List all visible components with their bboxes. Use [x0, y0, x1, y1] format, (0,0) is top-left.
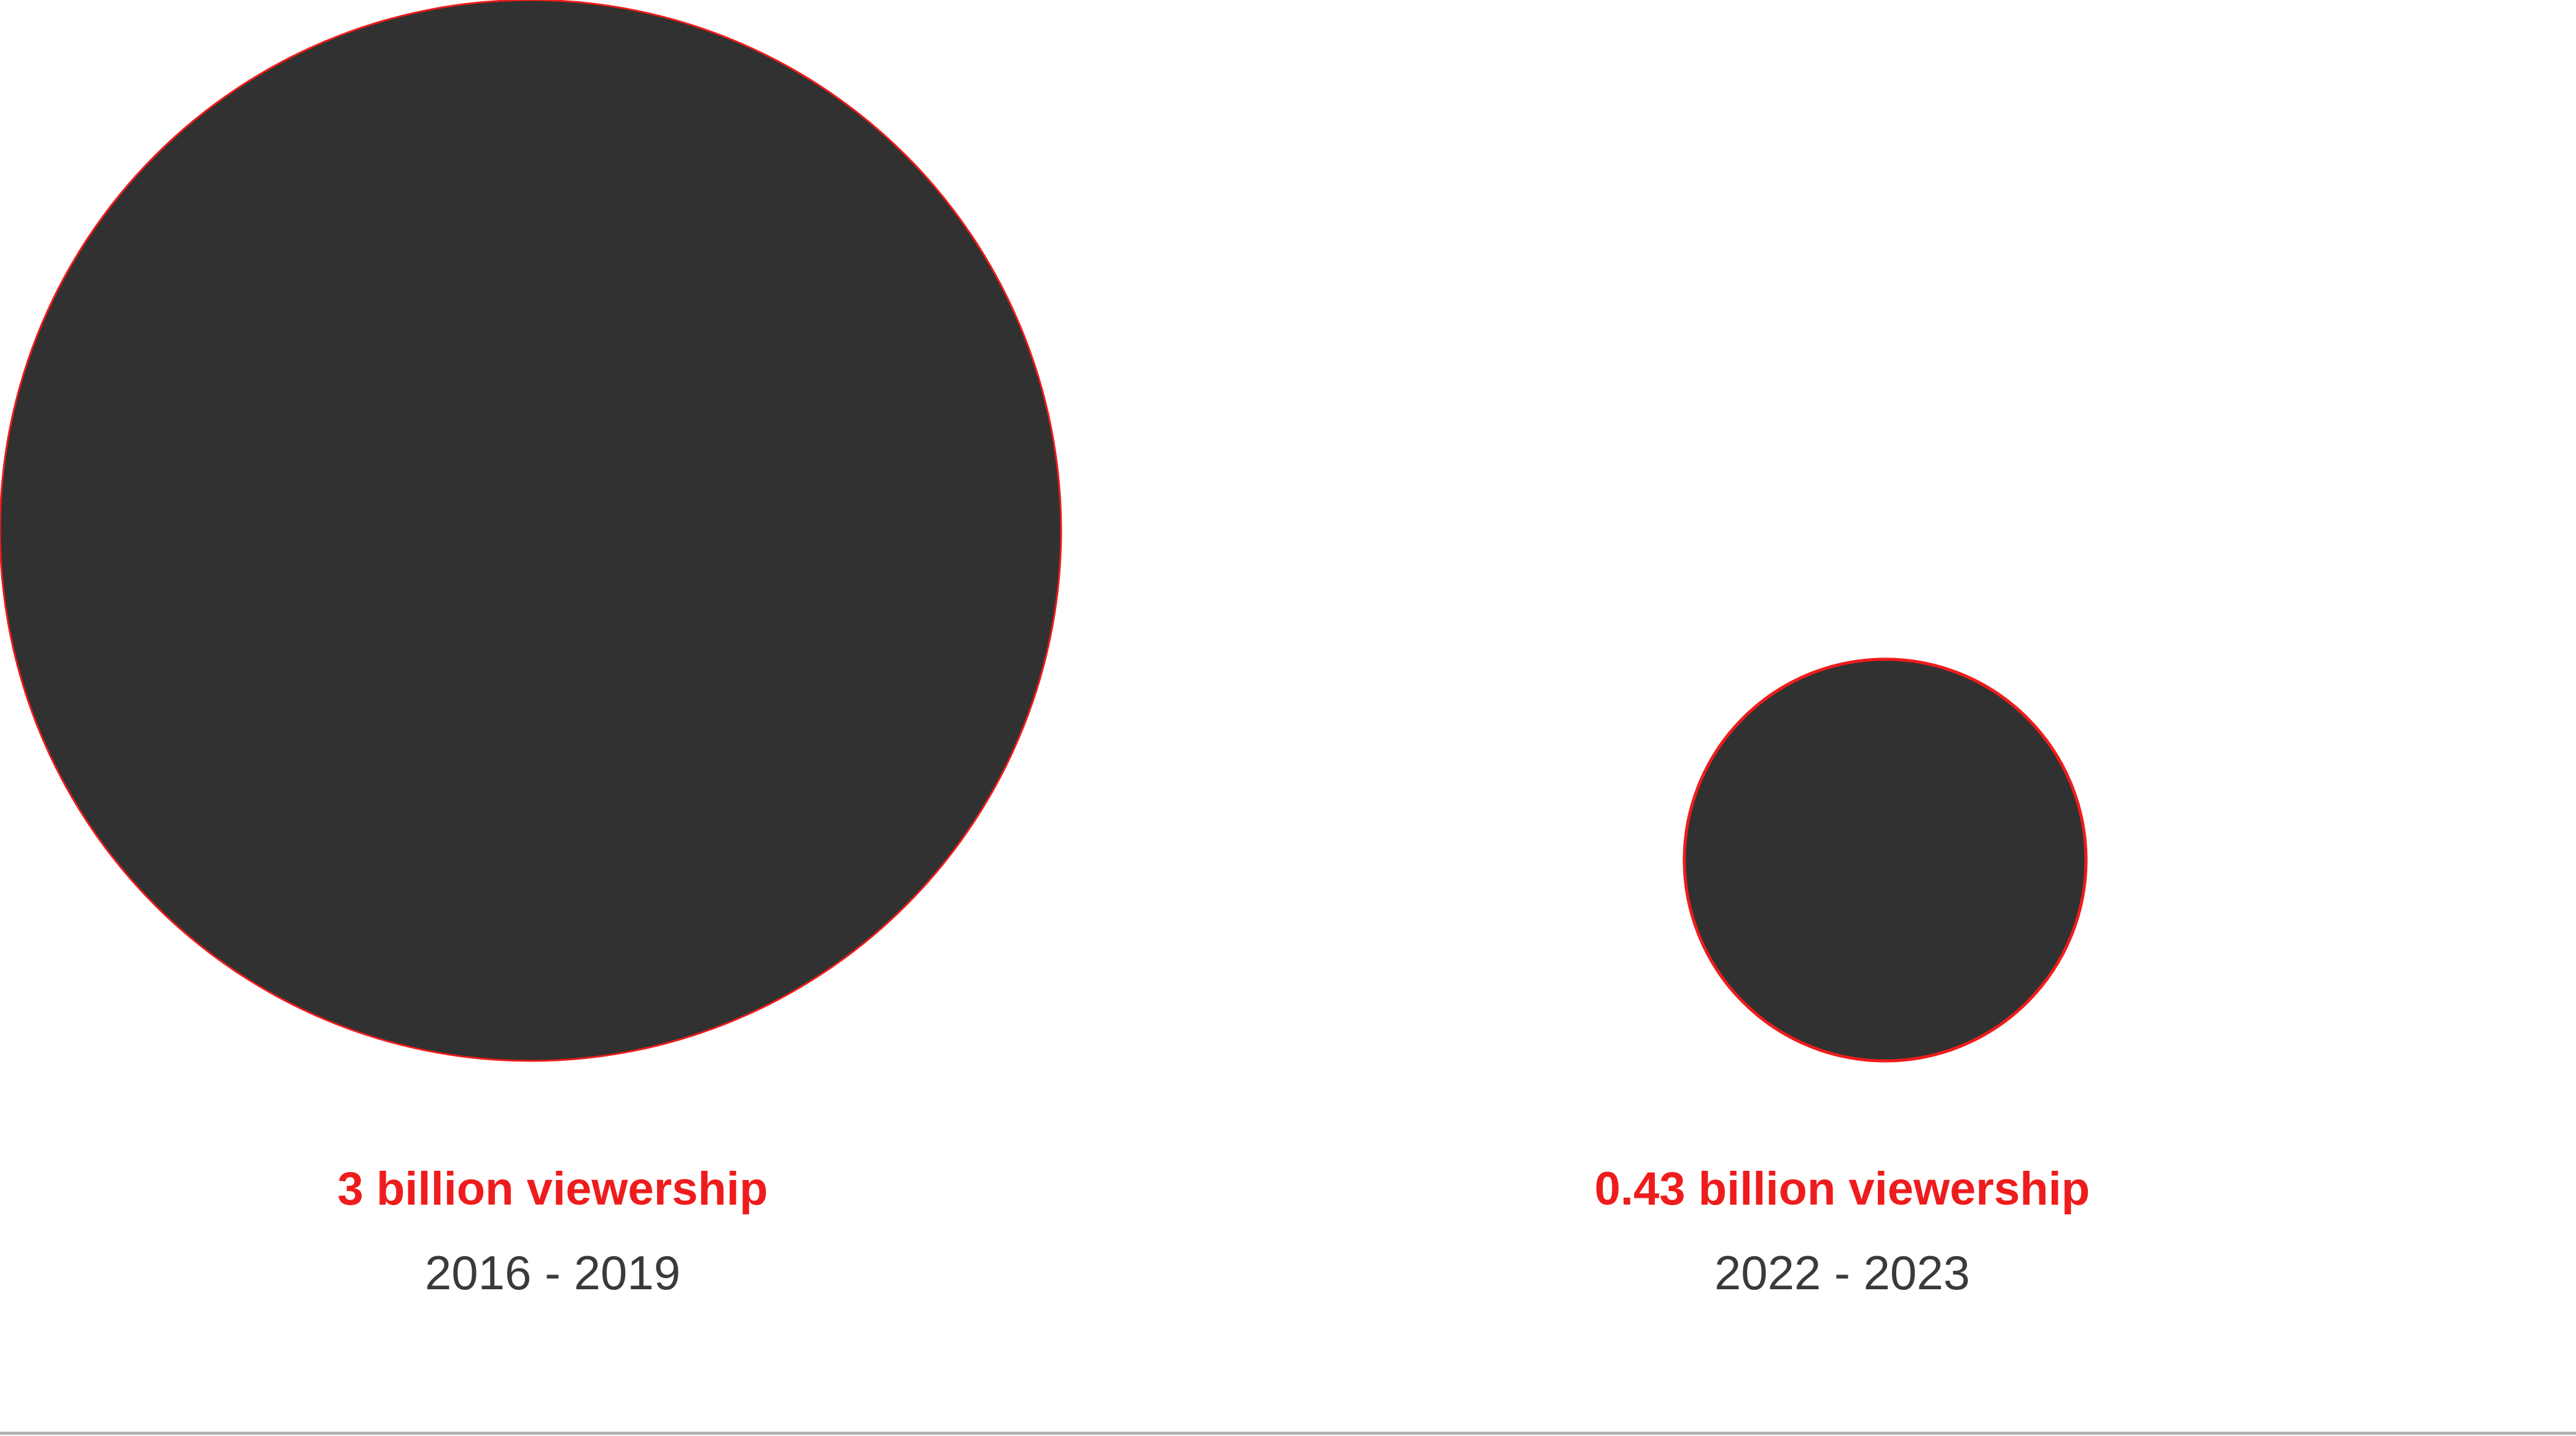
period-label-1: 2016 - 2019	[425, 1246, 680, 1300]
bubble-1	[0, 0, 1062, 1062]
value-label-1: 3 billion viewership	[337, 1163, 768, 1215]
labels-group: 3 billion viewership 2016 - 2019 0.43 bill…	[337, 1163, 2090, 1300]
bottom-baseline	[0, 1432, 2576, 1435]
value-label-2: 0.43 billion viewership	[1595, 1163, 2090, 1215]
period-label-2: 2022 - 2023	[1714, 1246, 1970, 1300]
bubbles-group	[0, 0, 2088, 1063]
bubble-2	[1683, 658, 2088, 1063]
